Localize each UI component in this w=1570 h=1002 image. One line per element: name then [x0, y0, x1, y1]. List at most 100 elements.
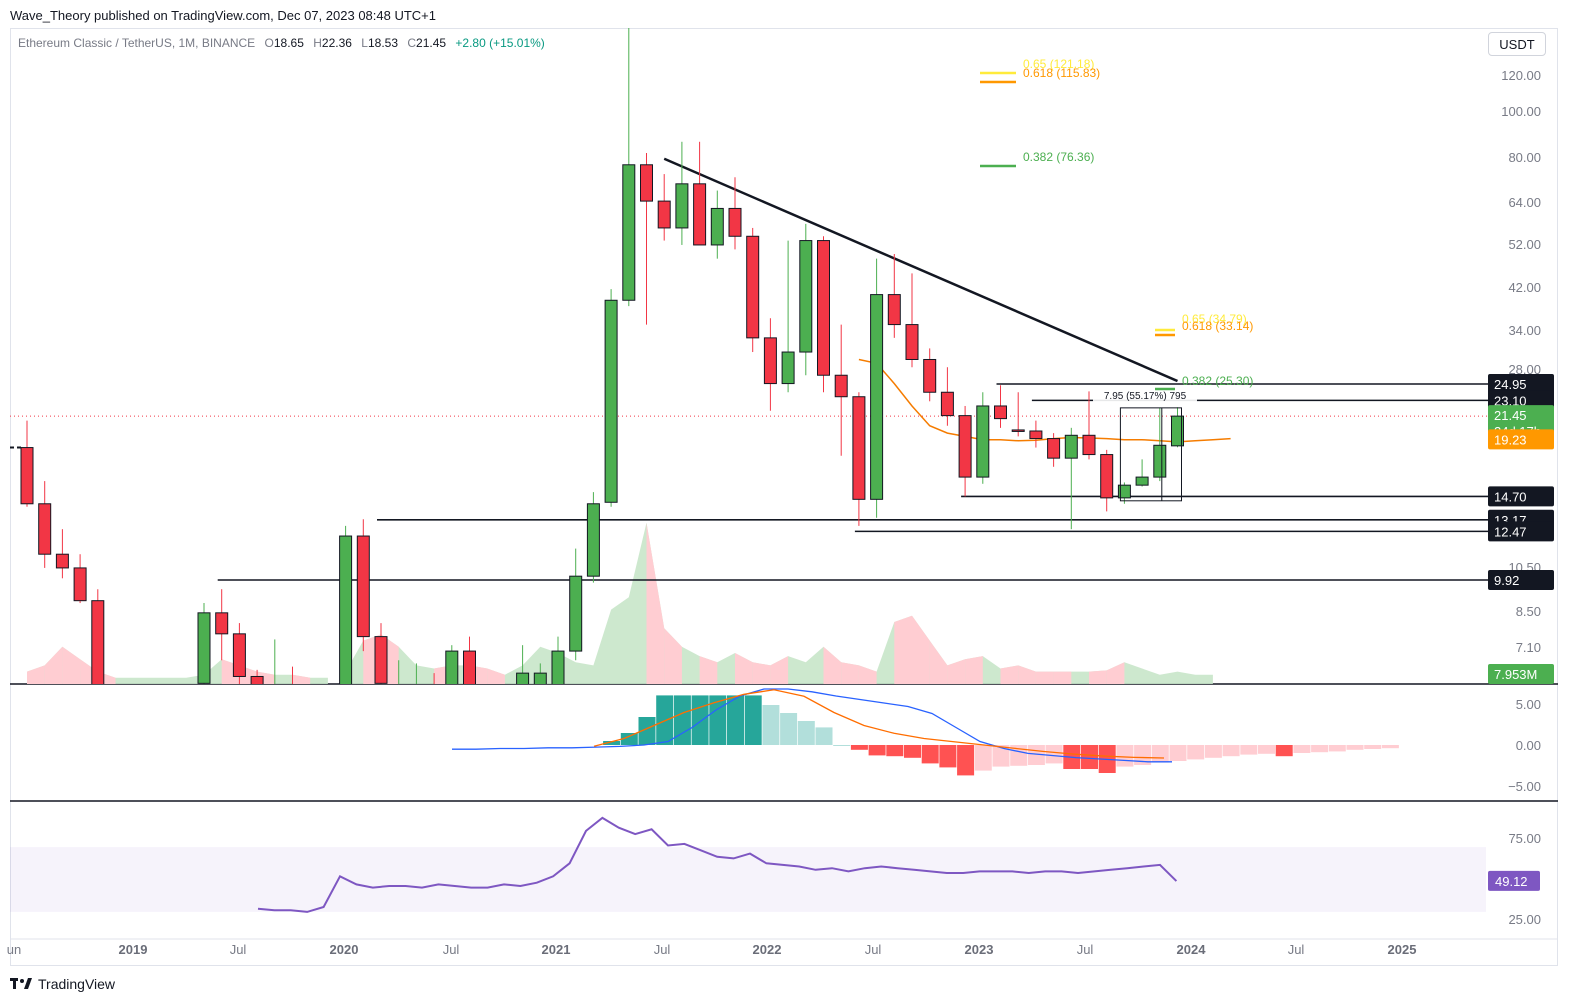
- candle-down: [73, 567, 87, 602]
- volume-down-segment: [841, 662, 859, 684]
- candle-down: [1011, 429, 1025, 432]
- macd-histogram-bar: [1346, 745, 1364, 750]
- macd-line: [452, 688, 1172, 763]
- candle-up: [551, 650, 565, 684]
- macd-tick-label: 0.00: [1516, 738, 1541, 753]
- price-axis-label: 9.92: [1494, 573, 1519, 588]
- macd-histogram-bar: [904, 745, 921, 758]
- macd-histogram-bar: [762, 705, 780, 745]
- time-axis-label: Jul: [865, 942, 882, 957]
- volume-down-segment: [62, 646, 81, 684]
- candle-down: [287, 734, 299, 748]
- candle-down: [374, 636, 388, 684]
- macd-histogram-bar: [850, 745, 868, 750]
- rsi-value-label: 49.12: [1495, 874, 1528, 889]
- candle-down: [481, 698, 493, 722]
- candle-down: [1047, 438, 1061, 459]
- candle-up: [393, 687, 405, 734]
- candle-up: [339, 535, 353, 684]
- candle-down: [250, 675, 264, 684]
- publish-attribution: Wave_Theory published on TradingView.com…: [10, 8, 436, 23]
- macd-histogram-bar: [691, 695, 709, 745]
- macd-histogram-bar: [1240, 745, 1258, 755]
- volume-down-segment: [44, 646, 63, 684]
- candle-down: [817, 240, 830, 376]
- macd-histogram-bar: [939, 745, 957, 768]
- volume-down-segment: [752, 662, 771, 684]
- candle-down: [923, 358, 937, 393]
- price-axis-label-bg: [1488, 374, 1554, 394]
- candle-down: [1100, 454, 1114, 499]
- fib-label-5: 0.382 (25.30): [1182, 374, 1253, 388]
- price-tick-label: 42.00: [1508, 280, 1541, 295]
- time-axis-label: Jul: [230, 942, 247, 957]
- macd-histogram-bar: [638, 717, 656, 745]
- candle-down: [20, 447, 34, 505]
- time-axis-label: Jul: [1288, 942, 1305, 957]
- candle-down: [232, 633, 246, 677]
- macd-histogram-bar: [974, 745, 992, 771]
- volume-label: 7.953M: [1494, 667, 1537, 682]
- macd-histogram-bar: [1151, 745, 1169, 763]
- price-tick-label: 80.00: [1508, 150, 1541, 165]
- volume-down-segment: [965, 656, 983, 684]
- low-key: L: [361, 36, 368, 50]
- macd-histogram-bar: [744, 695, 762, 745]
- candle-down: [940, 391, 954, 417]
- candle-down: [1029, 430, 1043, 440]
- fib-label-0: 0.65 (121.18): [1023, 57, 1094, 71]
- volume-down-segment: [823, 646, 842, 684]
- candle-down: [640, 164, 653, 202]
- time-axis-label: 2020: [330, 942, 359, 957]
- candle-up: [781, 351, 795, 385]
- candle-up: [870, 294, 884, 500]
- candle-up: [675, 183, 689, 229]
- macd-histogram-bar: [921, 745, 939, 764]
- volume-down-segment: [487, 668, 505, 684]
- candle-up: [1117, 484, 1131, 499]
- brand-name: TradingView: [38, 976, 116, 992]
- candle-down: [728, 207, 742, 237]
- macd-histogram-bar: [1169, 745, 1187, 761]
- macd-histogram-bar: [833, 745, 851, 746]
- candle-down: [958, 415, 972, 478]
- macd-histogram-bar: [957, 745, 975, 776]
- macd-histogram-bar: [1311, 745, 1329, 753]
- macd-histogram-bar: [709, 695, 727, 745]
- volume-down-segment: [699, 656, 718, 684]
- tradingview-logo[interactable]: TradingView: [10, 976, 115, 992]
- open-value: 18.65: [273, 36, 304, 50]
- price-axis-label-bg: [1488, 570, 1554, 590]
- volume-down-segment: [664, 628, 682, 684]
- volume-down-segment: [1053, 671, 1072, 684]
- candle-down: [763, 337, 777, 385]
- rsi-line: [257, 816, 1178, 913]
- high-key: H: [313, 36, 322, 50]
- candle-up: [1135, 476, 1149, 486]
- price-tick-label: 120.00: [1501, 68, 1541, 83]
- fib-label-4: 0.618 (33.14): [1182, 319, 1253, 333]
- volume-down-segment: [770, 656, 789, 684]
- symbol-legend: Ethereum Classic / TetherUS, 1M, BINANCE…: [18, 36, 545, 50]
- macd-histogram-bar: [1293, 745, 1311, 753]
- price-axis-label: 21.45: [1494, 408, 1527, 423]
- candle-down: [834, 374, 848, 398]
- macd-histogram-bar: [868, 745, 886, 756]
- measure-label-bg: [1093, 386, 1197, 404]
- candle-down: [55, 553, 69, 569]
- candle-down: [38, 503, 52, 555]
- candle-up: [445, 650, 459, 684]
- macd-histogram-bar: [815, 727, 833, 745]
- candle-down: [428, 690, 440, 705]
- price-tick-label: 100.00: [1501, 104, 1541, 119]
- candle-down: [463, 650, 476, 684]
- candle-down: [693, 183, 707, 246]
- volume-down-segment: [735, 653, 753, 684]
- candle-down: [905, 324, 919, 360]
- currency-button[interactable]: USDT: [1488, 32, 1546, 56]
- volume-down-segment: [646, 522, 665, 684]
- moving-average-line: [858, 358, 1231, 443]
- time-axis-label: 2025: [1388, 942, 1417, 957]
- macd-signal-line: [593, 689, 1165, 759]
